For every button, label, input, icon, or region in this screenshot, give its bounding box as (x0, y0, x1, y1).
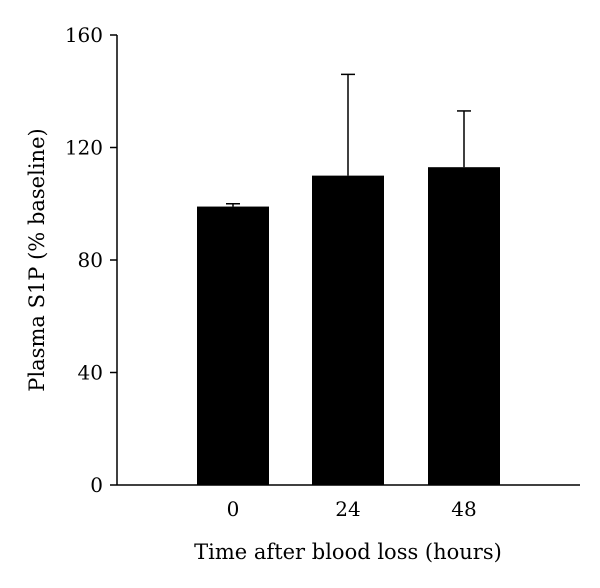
bar-24 (312, 175, 384, 485)
x-tick-label: 24 (335, 497, 360, 521)
y-axis-title: Plasma S1P (% baseline) (25, 128, 49, 391)
error-bar-0 (226, 203, 240, 207)
error-bar-24 (341, 73, 355, 176)
y-tick-label: 120 (65, 136, 103, 160)
y-tick-label: 0 (90, 473, 103, 497)
x-tick-label: 48 (451, 497, 476, 521)
x-tick-label: 0 (227, 497, 240, 521)
y-tick-label: 40 (78, 361, 103, 385)
y-tick-label: 80 (78, 248, 103, 272)
error-bars (226, 73, 471, 207)
error-bar-48 (457, 110, 471, 168)
x-axis-title: Time after blood loss (hours) (194, 540, 502, 564)
bar-0 (197, 206, 269, 485)
y-ticks: 0 40 80 120 160 (65, 23, 117, 497)
x-ticks: 0 24 48 (227, 497, 477, 521)
bars (197, 167, 500, 485)
bar-48 (428, 167, 500, 485)
y-tick-label: 160 (65, 23, 103, 47)
